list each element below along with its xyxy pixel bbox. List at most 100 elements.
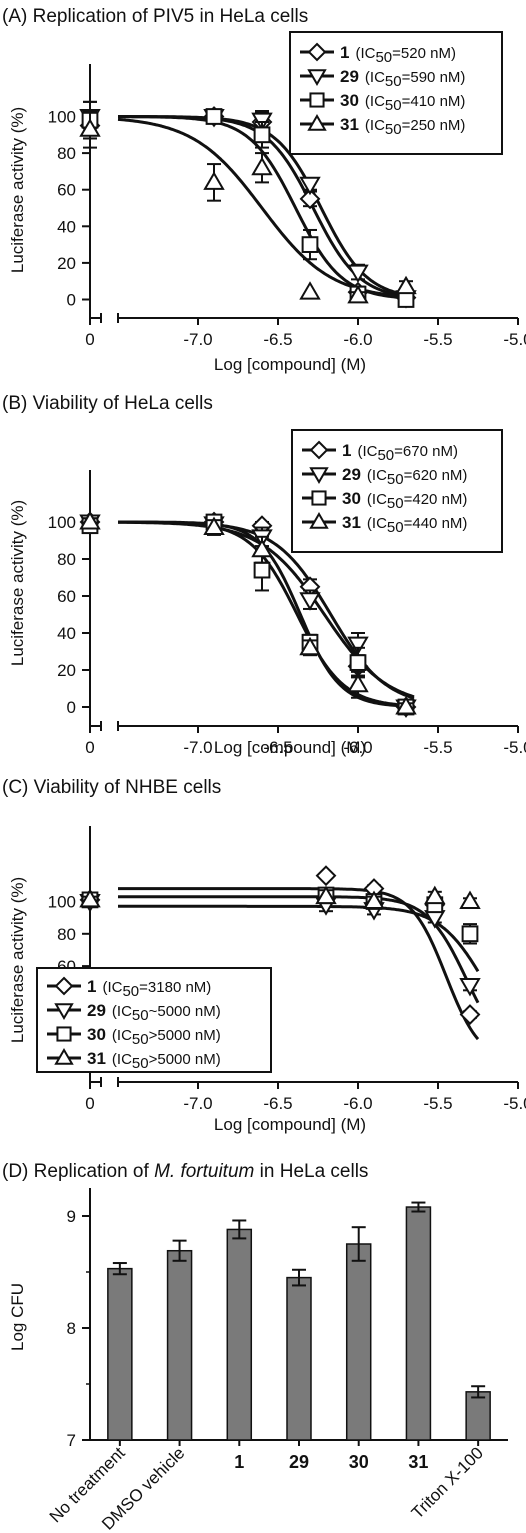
panel-c-legend-entry-30: 30 (IC50>5000 nM) [87,1025,221,1048]
panel-b-x-tick-label: -6.0 [343,738,372,757]
panel-b-point-31 [203,516,225,536]
panel-d-y-tick-label: 9 [67,1207,76,1226]
panel-b-legend-entry-31: 31 (IC50=440 nM) [342,513,467,536]
panel-d-bar [226,1228,253,1441]
panel-c-legend-entry-31: 31 (IC50>5000 nM) [87,1049,221,1072]
panel-a-legend-entry-30: 30 (IC50=410 nM) [340,91,465,114]
panel-c-x-tick-label: -6.5 [263,1094,292,1113]
panel-c-point-1 [459,1004,481,1025]
panel-c-point-1 [315,865,337,887]
panel-a-legend-marker-31 [307,114,327,131]
panel-b-legend-marker-1 [309,440,329,460]
panel-c-y-tick-label: 80 [57,925,76,944]
panel-b-legend-marker-31 [309,512,329,529]
panel-b-point-31 [251,538,273,558]
panel-a: (A) Replication of PIV5 in HeLa cells Lo… [2,6,526,374]
panel-d-x-tick-label: 29 [289,1452,309,1472]
panel-b-x-axis-label: Log [compound] (M) [214,738,366,757]
panel-a-y-tick-label: 0 [67,291,76,310]
panel-c-x-axis-label: Log [compound] (M) [214,1115,366,1134]
panel-b-point-31 [79,511,101,530]
panel-c-point-30 [461,925,479,943]
panel-a-x-tick-label: -6.0 [343,330,372,349]
panel-c-y-tick-label: 100 [48,893,76,912]
panel-b-legend-entry-1: 1 (IC50=670 nM) [342,441,458,464]
panel-a-legend-entry-29: 29 (IC50=590 nM) [340,67,465,90]
panel-b-y-axis-label: Luciferase activity (%) [8,500,27,666]
panel-b-x-tick-label: -7.0 [183,738,212,757]
panel-c-point-31 [315,885,337,905]
panel-a-y-tick-label: 100 [48,108,76,127]
panel-b-y-tick-label: 0 [67,698,76,717]
panel-b-legend-entry-29: 29 (IC50=620 nM) [342,465,467,488]
panel-a-point-31 [299,281,321,300]
panel-a-point-30 [205,108,223,125]
panel-b-legend-marker-30 [311,490,327,506]
panel-d-title: (D) Replication of M. fortuitum in HeLa … [2,1161,368,1182]
panel-c-point-31 [79,888,101,908]
panel-c-fit-curve-29 [118,895,480,1004]
panel-a-y-tick-label: 40 [57,217,76,236]
panel-a-legend-marker-29 [307,69,327,86]
panel-a-point-29 [299,176,321,196]
panel-c-fit-curve-30 [118,904,480,973]
panel-a-y-tick-label: 60 [57,181,76,200]
panel-a-legend-marker-1 [307,42,327,62]
panel-a-point-31 [347,284,369,304]
panel-a-x-tick-label: -5.5 [423,330,452,349]
panel-d-y-tick-label: 7 [67,1431,76,1450]
panel-d-bar [166,1249,193,1441]
panel-a-x-tick-label: -5.0 [503,330,526,349]
panel-c-legend-marker-29 [54,1003,74,1020]
panel-c-legend-marker-1 [54,976,74,996]
panel-b-legend-entry-30: 30 (IC50=420 nM) [342,489,467,512]
panel-c-x-tick-label: -5.5 [423,1094,452,1113]
panel-c-legend-marker-30 [56,1026,72,1042]
panel-c-y-axis-label: Luciferase activity (%) [8,877,27,1043]
panel-b-point-29 [299,592,321,611]
panel-a-x-axis-label: Log [compound] (M) [214,355,366,374]
panel-d-bar [286,1276,312,1441]
panel-a-legend-entry-1: 1 (IC50=520 nM) [340,43,456,66]
panel-b-y-tick-label: 80 [57,550,76,569]
panel-d-title-italic: M. fortuitum [154,1161,254,1182]
panel-c-point-31 [424,885,446,905]
panel-d-y-axis-label: Log CFU [8,1283,27,1351]
panel-c-point-31 [363,890,385,909]
panel-b-point-31 [347,673,369,693]
panel-c-x-tick-label: 0 [85,1094,94,1113]
panel-a-point-30 [301,236,319,253]
panel-c-legend-entry-1: 1 (IC50=3180 nM) [87,977,211,1000]
panel-a-legend-entry-31: 31 (IC50=250 nM) [340,115,465,138]
panel-a-x-tick-label: -6.5 [263,330,292,349]
panel-c-legend-marker-31 [54,1048,74,1065]
panel-c-x-tick-label: -7.0 [183,1094,212,1113]
panel-d-title-prefix: (D) Replication of [2,1161,154,1182]
panel-a-y-tick-label: 80 [57,144,76,163]
panel-b-point-29 [347,636,369,656]
panel-a-x-tick-label: -7.0 [183,330,212,349]
panel-a-y-axis-label: Luciferase activity (%) [8,107,27,273]
panel-b-x-tick-label: -5.0 [503,738,526,757]
panel-c: (C) Viability of NHBE cells Log [compoun… [2,777,526,1134]
panel-b-x-tick-label: -6.5 [263,738,292,757]
panel-b-y-tick-label: 20 [57,661,76,680]
panel-b-legend-marker-29 [309,467,329,484]
panel-a-title: (A) Replication of PIV5 in HeLa cells [2,6,308,27]
panel-b-y-tick-label: 40 [57,624,76,643]
panel-d-x-tick-label: 31 [408,1452,428,1472]
panel-a-y-tick-label: 20 [57,254,76,273]
panel-a-point-31 [79,118,101,137]
panel-a-point-30 [397,291,415,308]
panel-c-point-31 [459,890,481,909]
panel-a-legend-marker-30 [309,92,325,108]
panel-c-x-tick-label: -6.0 [343,1094,372,1113]
panel-d-bar [465,1391,491,1441]
panel-d-y-tick-label: 8 [67,1319,76,1338]
panel-b: (B) Viability of HeLa cells Log [compoun… [2,393,526,757]
panel-c-legend-entry-29: 29 (IC50~5000 nM) [87,1001,221,1024]
panel-a-x-tick-label: 0 [85,330,94,349]
panel-c-x-tick-label: -5.0 [503,1094,526,1113]
panel-c-title: (C) Viability of NHBE cells [2,777,221,798]
